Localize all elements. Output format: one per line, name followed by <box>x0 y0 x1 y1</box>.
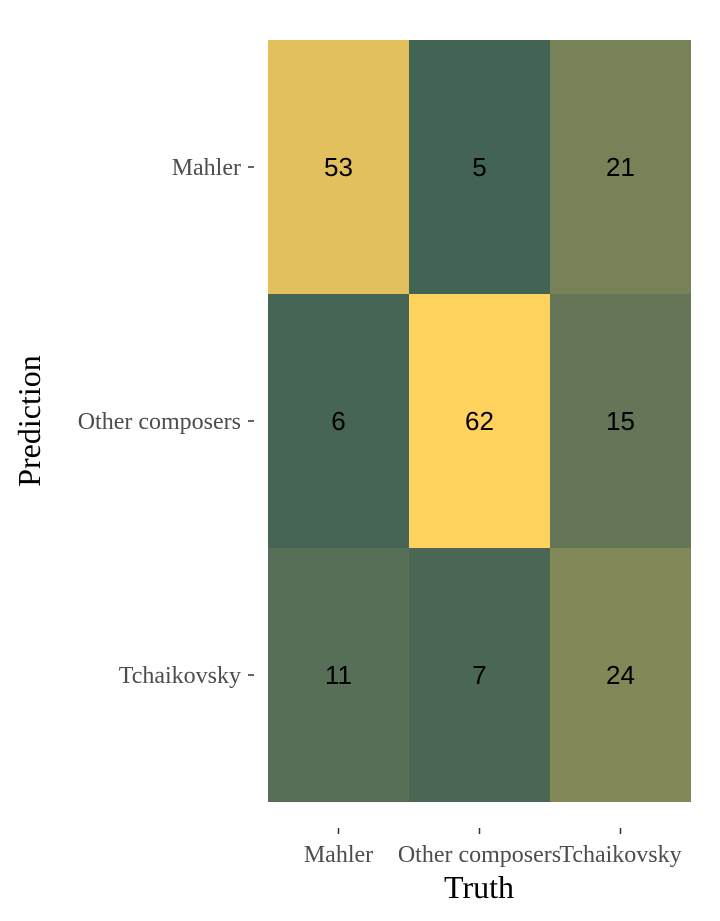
x-tick-label-mahler: Mahler <box>304 842 373 868</box>
cell-value-label: 21 <box>606 152 635 182</box>
cell-value-label: 62 <box>465 406 494 436</box>
heatmap-cell-tchaikovsky-vs-other-composers <box>409 548 550 802</box>
x-tick-label-tchaikovsky: Tchaikovsky <box>559 842 681 868</box>
cell-value-labels: 53 5 21 6 62 15 11 7 24 <box>324 152 635 690</box>
y-tick-label-tchaikovsky: Tchaikovsky <box>119 663 241 689</box>
y-axis: Mahler Other composers Tchaikovsky <box>78 155 254 689</box>
heatmap-cell-other-composers-vs-tchaikovsky <box>550 294 691 548</box>
cell-value-label: 7 <box>472 660 486 690</box>
y-tick-label-mahler: Mahler <box>172 155 241 181</box>
cell-value-label: 15 <box>606 406 635 436</box>
cell-value-label: 11 <box>325 660 352 690</box>
heatmap-cell-tchaikovsky-vs-mahler <box>268 548 409 802</box>
y-axis-title: Prediction <box>11 355 47 487</box>
x-axis-title: Truth <box>444 869 514 905</box>
heatmap-cell-mahler-vs-tchaikovsky <box>550 40 691 294</box>
x-tick-label-other-composers: Other composers <box>398 842 561 868</box>
heatmap-cells <box>268 40 691 802</box>
cell-value-label: 5 <box>472 152 486 182</box>
heatmap-cell-mahler-vs-mahler <box>268 40 409 294</box>
cell-value-label: 6 <box>331 406 345 436</box>
cell-value-label: 24 <box>606 660 635 690</box>
y-tick-label-other-composers: Other composers <box>78 409 241 435</box>
heatmap-cell-other-composers-vs-other-composers <box>409 294 550 548</box>
heatmap-cell-other-composers-vs-mahler <box>268 294 409 548</box>
heatmap-cell-mahler-vs-other-composers <box>409 40 550 294</box>
cell-value-label: 53 <box>324 152 353 182</box>
heatmap-cell-tchaikovsky-vs-tchaikovsky <box>550 548 691 802</box>
